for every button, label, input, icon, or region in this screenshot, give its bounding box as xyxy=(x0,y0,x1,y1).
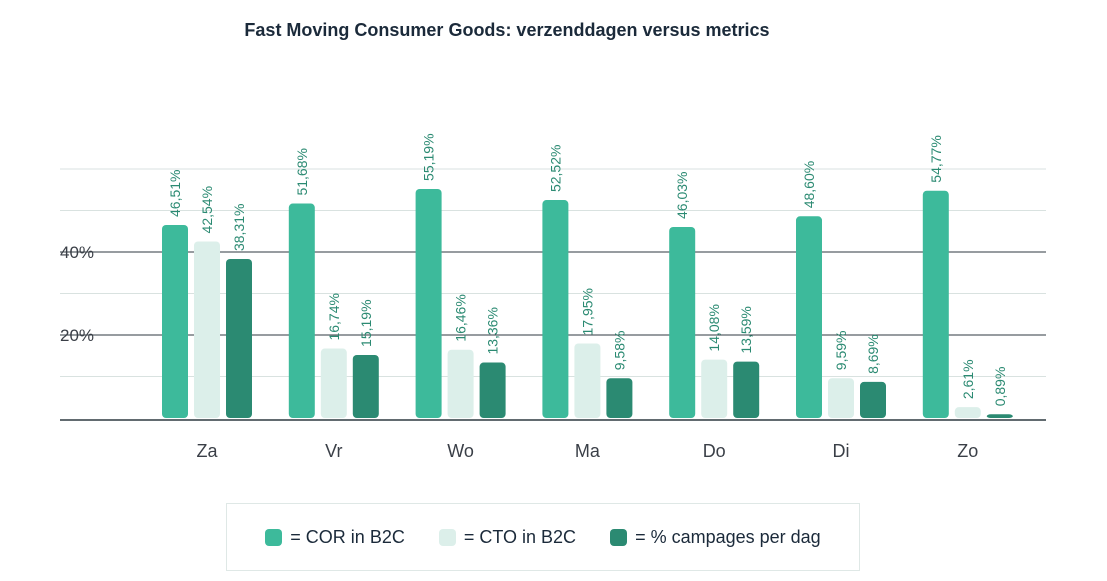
bar xyxy=(574,343,601,418)
bar xyxy=(162,224,188,418)
legend: = COR in B2C = CTO in B2C = % campages p… xyxy=(226,503,860,571)
legend-swatch-cto xyxy=(438,528,456,546)
x-tick-label: Do xyxy=(703,441,726,461)
bar xyxy=(226,259,252,418)
data-label: 55,19% xyxy=(421,133,437,180)
legend-swatch-cor xyxy=(265,528,283,546)
x-tick-label: Zo xyxy=(957,441,978,461)
data-labels: 46,51% 42,54% 38,31% 51,68% 16,74% 15,19% 55,1… xyxy=(167,133,1008,406)
bar xyxy=(860,381,886,418)
x-tick-label: Wo xyxy=(447,441,474,461)
data-label: 46,51% xyxy=(167,169,183,216)
data-label: 0,89% xyxy=(992,367,1008,407)
data-label: 42,54% xyxy=(199,186,215,233)
bar xyxy=(320,348,347,418)
data-label: 16,74% xyxy=(326,293,342,340)
legend-label-cto: = CTO in B2C xyxy=(463,526,577,547)
legend-label-campages: = % campages per dag xyxy=(635,526,821,547)
bar xyxy=(986,414,1013,418)
data-label: 13,36% xyxy=(485,307,501,354)
legend-item-cto: = CTO in B2C xyxy=(438,526,577,548)
bar xyxy=(733,361,760,418)
y-tick-label: 40% xyxy=(60,243,94,262)
bars xyxy=(162,188,1013,418)
data-label: 13,59% xyxy=(738,306,754,353)
data-label: 54,77% xyxy=(928,135,944,182)
x-tick-label: Di xyxy=(833,441,850,461)
data-label: 46,03% xyxy=(674,171,690,218)
bar xyxy=(194,241,220,418)
data-label: 16,46% xyxy=(453,294,469,341)
data-label: 38,31% xyxy=(231,204,247,251)
bar xyxy=(352,354,379,418)
legend-label-cor: = COR in B2C xyxy=(290,526,405,547)
x-tick-label: Vr xyxy=(325,441,342,461)
data-label: 14,08% xyxy=(706,304,722,351)
bar xyxy=(447,349,474,418)
data-label: 52,52% xyxy=(547,145,563,192)
bar xyxy=(669,226,696,418)
bar xyxy=(954,407,981,418)
data-label: 15,19% xyxy=(358,299,374,346)
legend-item-campages: = % campages per dag xyxy=(610,527,821,548)
data-label: 8,69% xyxy=(865,334,881,374)
y-axis: 20% 40% xyxy=(60,243,94,345)
bar xyxy=(479,362,506,418)
bar xyxy=(701,359,728,418)
bar xyxy=(288,203,315,418)
bar xyxy=(922,190,949,418)
data-label: 48,60% xyxy=(801,161,817,208)
legend-swatch-campages xyxy=(610,528,628,546)
chart-title: Fast Moving Consumer Goods: verzenddagen… xyxy=(244,20,769,40)
y-tick-label: 20% xyxy=(60,326,94,345)
bar-chart: Fast Moving Consumer Goods: verzenddagen… xyxy=(60,20,1046,461)
x-axis: Za Vr Wo Ma Do Di Zo xyxy=(196,441,978,461)
data-label: 9,58% xyxy=(611,331,627,371)
bar xyxy=(606,378,633,418)
bar xyxy=(542,200,569,418)
data-label: 51,68% xyxy=(294,148,310,195)
legend-item-cor: = COR in B2C xyxy=(265,527,405,548)
x-tick-label: Za xyxy=(196,441,218,461)
bar xyxy=(796,216,822,418)
bar xyxy=(828,378,854,418)
data-label: 17,95% xyxy=(579,288,595,335)
bar xyxy=(415,188,442,418)
x-tick-label: Ma xyxy=(575,441,601,461)
data-label: 9,59% xyxy=(833,330,849,370)
data-label: 2,61% xyxy=(960,359,976,399)
